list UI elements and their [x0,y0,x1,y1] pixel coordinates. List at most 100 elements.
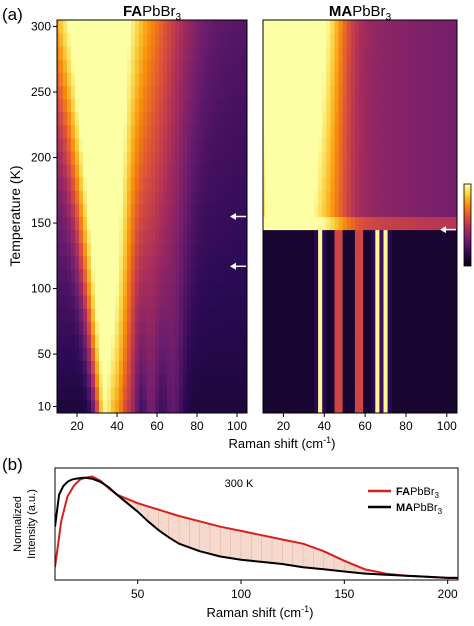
heatmap-cell [432,282,438,296]
heatmap-cell [289,164,295,178]
heatmap-cell [87,242,92,257]
heatmap-cell [436,72,442,86]
heatmap-cell [399,137,405,152]
heatmap-cell [57,321,60,335]
panel-a-label: (a) [2,5,23,24]
heatmap-cell [281,59,286,73]
heatmap-cell [371,373,376,388]
heatmap-cell [326,72,331,86]
heatmap-cell [346,72,352,86]
heatmap-cell [285,255,291,270]
heatmap-cell [395,59,401,73]
heatmap-cell [326,177,331,191]
heatmap-cell [155,151,160,165]
heatmap-cell [179,268,184,283]
heatmap-cell [436,282,442,296]
heatmap-cell [199,282,204,296]
heatmap-cell [131,85,136,100]
heatmap-cell [115,124,120,139]
heatmap-cell [448,164,454,178]
heatmap-cell [273,399,278,413]
heatmap-cell [191,308,196,322]
heatmap-cell [436,190,442,204]
heatmap-cell [408,295,413,309]
heatmap-cell [263,216,266,231]
heatmap-cell [59,177,64,191]
heatmap-cell [191,151,196,165]
heatmap-cell [239,124,244,139]
heatmap-cell [346,137,352,152]
heatmap-cell [231,203,236,217]
heatmap-cell [139,111,144,126]
heatmap-cell [143,216,148,231]
heatmap-cell [371,177,376,191]
heatmap-cell [305,216,311,231]
heatmap-cell [403,321,409,335]
heatmap-cell [127,20,132,34]
heatmap-cell [334,321,340,335]
heatmap-cell [243,203,247,217]
heatmap-cell [403,386,409,401]
heatmap-cell [183,203,188,217]
heatmap-cell [387,46,393,60]
heatmap-cell [273,347,278,362]
heatmap-cell [223,229,228,244]
heatmap-cell [265,373,270,388]
heatmap-cell [285,124,291,139]
heatmap-cell [334,399,340,413]
heatmap-cell [187,203,192,217]
heatmap-cell [87,268,92,283]
heatmap-cell [95,177,100,191]
heatmap-cell [334,360,340,375]
heatmap-cell [107,386,112,401]
heatmap-cell [235,282,240,296]
heatmap-cell [399,268,405,283]
heatmap-cell [412,46,417,60]
heatmap-cell [444,308,450,322]
heatmap-cell [179,347,184,362]
heatmap-cell [436,151,442,165]
heatmap-cell [219,373,224,388]
heatmap-cell [227,203,232,217]
heatmap-cell [379,137,384,152]
heatmap-cell [67,360,72,375]
heatmap-cell [91,164,96,178]
heatmap-cell [338,295,344,309]
heatmap-cell [143,177,148,191]
heatmap-cell [211,242,216,257]
heatmap-cell [79,282,84,296]
heatmap-cell [452,111,457,126]
heatmap-cell [432,373,438,388]
heatmap-cell [281,242,286,257]
heatmap-cell [127,216,132,231]
heatmap-cell [87,177,92,191]
heatmap-cell [231,164,236,178]
heatmap-cell [139,373,144,388]
heatmap-cell [123,386,128,401]
heatmap-cell [301,386,307,401]
heatmap-cell [367,334,372,348]
heatmap-cell [399,151,405,165]
heatmap-cell [207,360,212,375]
heatmap-cell [301,295,307,309]
heatmap-cell [326,399,331,413]
heatmap-cell [363,124,368,139]
heatmap-cell [131,229,136,244]
heatmap-cell [127,268,132,283]
heatmap-cell [171,360,176,375]
heatmap-cell [219,216,224,231]
heatmap-cell [436,33,442,47]
heatmap-cell [350,177,356,191]
heatmap-cell [163,203,168,217]
heatmap-cell [420,268,425,283]
heatmap-cell [263,321,266,335]
heatmap-cell [231,321,236,335]
heatmap-cell [71,308,76,322]
heatmap-cell [334,151,340,165]
heatmap-left-frame [56,19,248,414]
heatmap-cell [135,124,140,139]
heatmap-cell [139,242,144,257]
heatmap-cell [440,72,446,86]
heatmap-cell [391,399,397,413]
heatmap-cell [432,360,438,375]
